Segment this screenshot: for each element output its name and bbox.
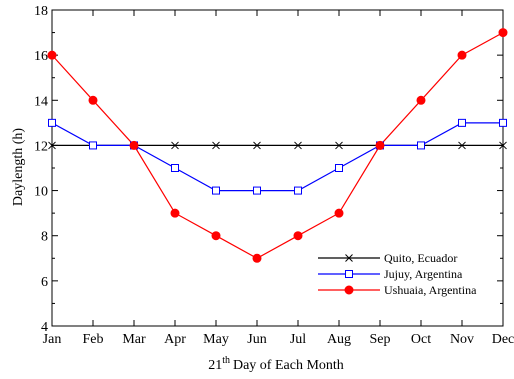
legend-marker-1 — [346, 271, 353, 278]
y-tick-label: 18 — [34, 4, 48, 19]
y-tick-label: 14 — [34, 94, 48, 109]
x-tick-label: Jul — [290, 332, 306, 347]
data-point-2 — [89, 96, 97, 104]
x-tick-label: Nov — [450, 332, 474, 347]
data-point-1 — [336, 165, 343, 172]
data-point-2 — [253, 254, 261, 262]
x-axis-label: 21th Day of Each Month — [208, 355, 344, 373]
data-point-1 — [254, 187, 261, 194]
data-point-2 — [48, 51, 56, 59]
legend-label-0: Quito, Ecuador — [384, 251, 457, 265]
data-point-1 — [418, 142, 425, 149]
legend-label-1: Jujuy, Argentina — [384, 267, 463, 281]
data-point-1 — [213, 187, 220, 194]
series-line-1 — [52, 123, 503, 191]
data-point-1 — [500, 119, 507, 126]
data-point-2 — [294, 232, 302, 240]
y-tick-label: 6 — [41, 275, 48, 290]
y-tick-label: 10 — [34, 185, 48, 200]
data-point-2 — [376, 141, 384, 149]
data-point-1 — [295, 187, 302, 194]
x-tick-label: Apr — [164, 332, 186, 347]
data-point-2 — [171, 209, 179, 217]
data-point-2 — [130, 141, 138, 149]
data-point-1 — [90, 142, 97, 149]
x-tick-label: May — [203, 332, 229, 347]
y-tick-label: 16 — [34, 49, 48, 64]
data-point-2 — [499, 29, 507, 37]
data-point-2 — [335, 209, 343, 217]
x-tick-label: Sep — [370, 332, 391, 347]
legend-marker-2 — [345, 286, 353, 294]
x-axis-label-text: Day of Each Month — [233, 358, 344, 373]
legend-label-2: Ushuaia, Argentina — [384, 283, 477, 297]
data-point-2 — [458, 51, 466, 59]
x-tick-label: Aug — [327, 332, 351, 347]
y-tick-label: 12 — [34, 139, 48, 154]
x-tick-label: Jan — [43, 332, 62, 347]
x-tick-label: Jun — [247, 332, 266, 347]
x-axis-label-superscript: th — [222, 355, 230, 366]
data-point-1 — [49, 119, 56, 126]
x-tick-label: Feb — [83, 332, 104, 347]
data-point-2 — [212, 232, 220, 240]
data-point-1 — [459, 119, 466, 126]
x-tick-label: Dec — [492, 332, 514, 347]
data-point-2 — [417, 96, 425, 104]
x-axis-label-number: 21 — [208, 358, 222, 373]
x-tick-label: Oct — [411, 332, 431, 347]
y-tick-label: 8 — [41, 230, 48, 245]
y-axis-label: Daylength (h) — [11, 128, 26, 206]
data-point-1 — [172, 165, 179, 172]
x-tick-label: Mar — [122, 332, 146, 347]
